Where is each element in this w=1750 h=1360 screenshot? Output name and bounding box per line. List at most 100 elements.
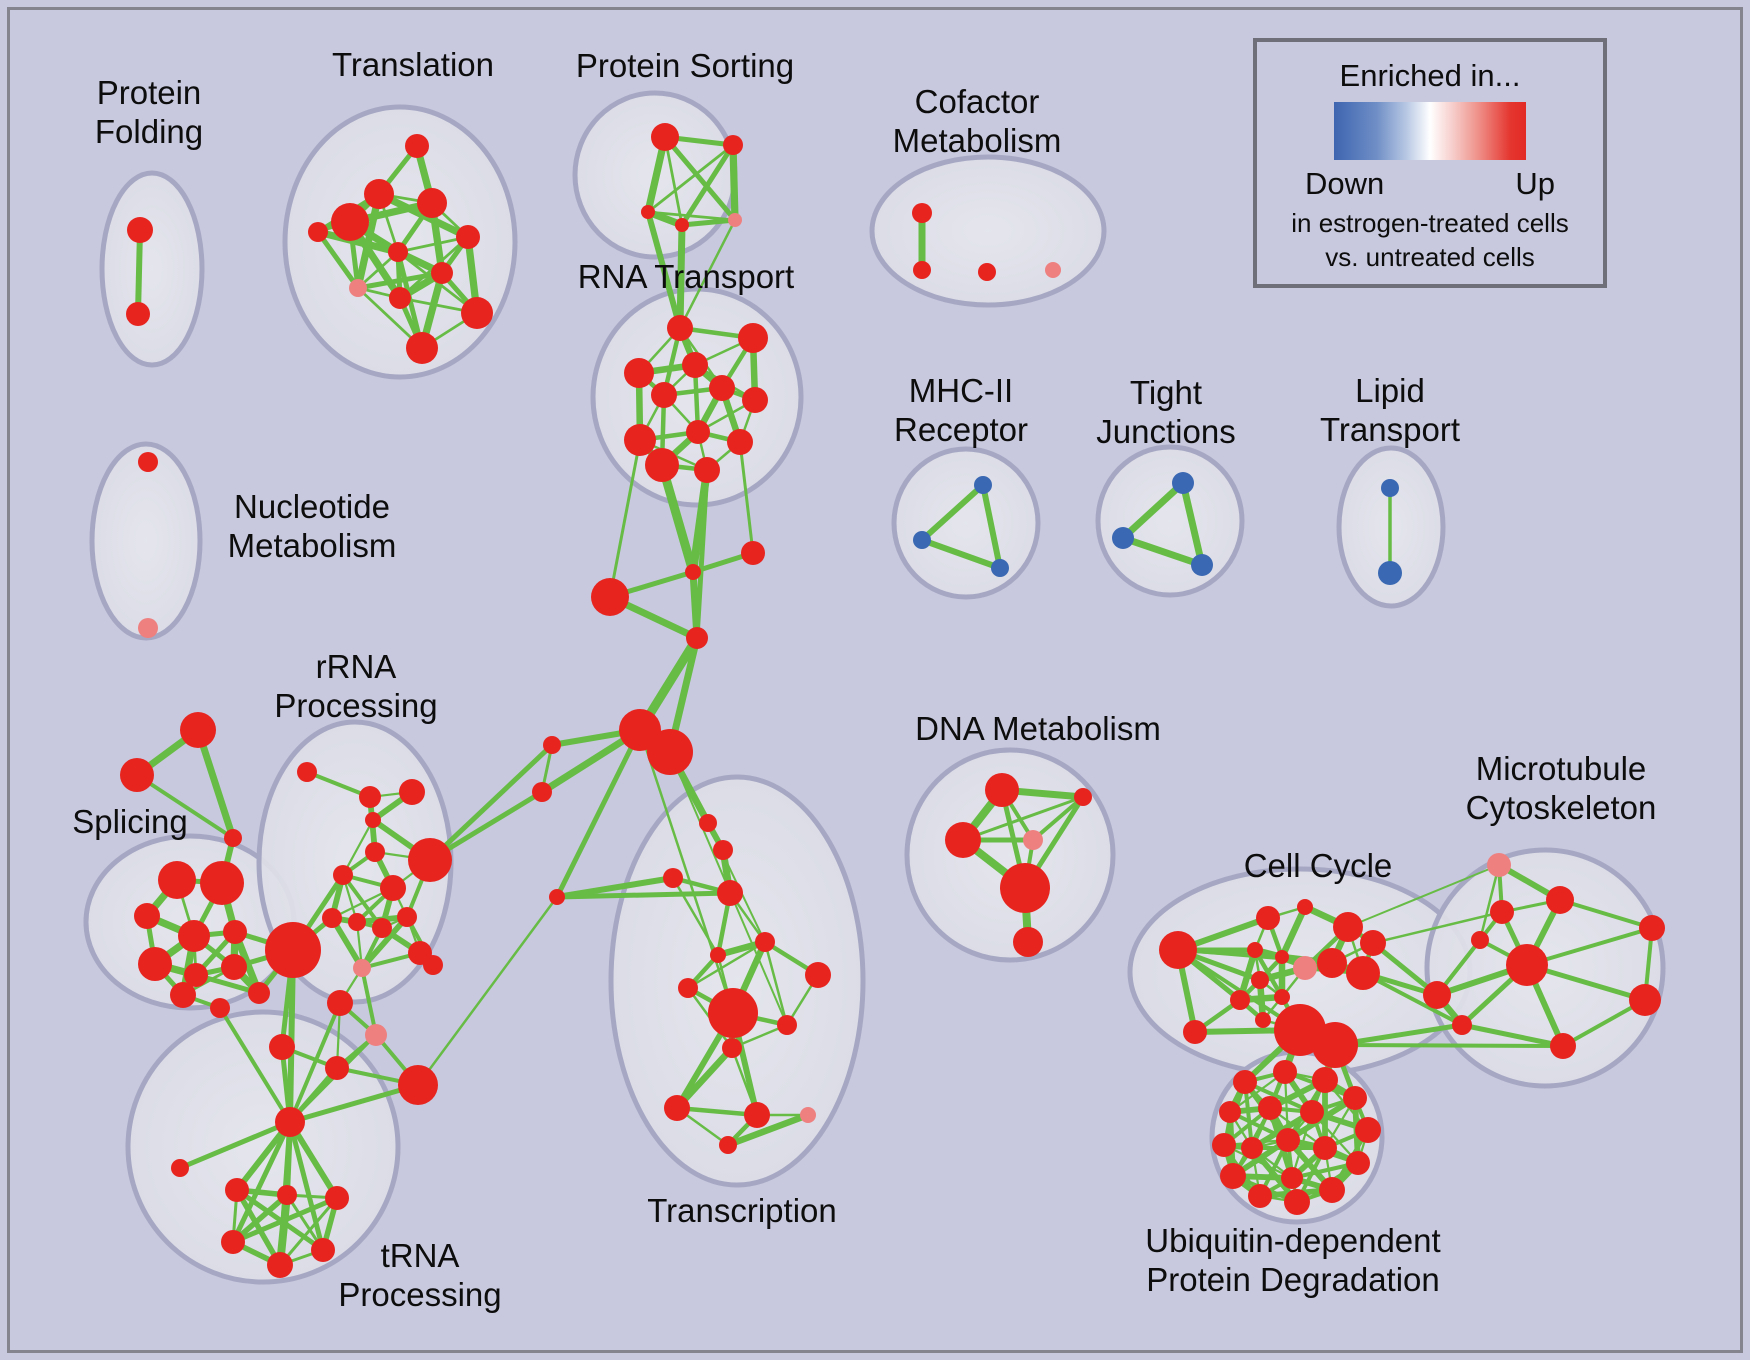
node-rr14 bbox=[423, 955, 443, 975]
label-rna-transport: RNA Transport bbox=[578, 258, 794, 295]
node-layer bbox=[120, 123, 1665, 1278]
node-lp1 bbox=[1378, 561, 1402, 585]
edge bbox=[314, 228, 402, 256]
node-tg2 bbox=[325, 1186, 349, 1210]
node-rr15 bbox=[327, 990, 353, 1016]
node-rr7 bbox=[380, 875, 406, 901]
node-tra7 bbox=[349, 279, 367, 297]
node-s4 bbox=[223, 920, 247, 944]
node-t11 bbox=[800, 1107, 816, 1123]
node-tra1 bbox=[364, 179, 394, 209]
node-t6 bbox=[708, 988, 758, 1038]
label-nucleotide-metabolism: Nucleotide bbox=[234, 488, 390, 525]
edge bbox=[288, 1001, 342, 1124]
node-ub0 bbox=[1233, 1070, 1257, 1094]
edge bbox=[738, 440, 755, 555]
node-ub1 bbox=[1273, 1060, 1297, 1084]
edge bbox=[416, 895, 559, 1087]
edge bbox=[1435, 910, 1504, 997]
node-rr6 bbox=[333, 865, 353, 885]
node-rr8 bbox=[322, 908, 342, 928]
edge bbox=[678, 218, 737, 330]
node-rr17 bbox=[398, 1065, 438, 1105]
label-nucleotide-metabolism: Metabolism bbox=[228, 527, 397, 564]
edge bbox=[341, 818, 375, 877]
node-tj2 bbox=[1191, 554, 1213, 576]
node-rt7 bbox=[742, 387, 768, 413]
node-mh0 bbox=[974, 476, 992, 494]
label-lipid-transport: Lipid bbox=[1355, 372, 1425, 409]
node-rr3 bbox=[365, 812, 381, 828]
edge bbox=[1031, 795, 1085, 842]
edge bbox=[230, 1195, 340, 1245]
ellipse-translation bbox=[282, 104, 518, 380]
edge bbox=[646, 143, 735, 214]
node-d2 bbox=[945, 822, 981, 858]
label-translation: Translation bbox=[332, 46, 494, 83]
node-ub16 bbox=[1241, 1137, 1263, 1159]
node-t4 bbox=[678, 978, 698, 998]
edge bbox=[763, 940, 789, 1027]
node-rr0 bbox=[297, 762, 317, 782]
node-rt4 bbox=[651, 382, 677, 408]
edge bbox=[359, 914, 410, 971]
node-tra10 bbox=[461, 297, 493, 329]
node-s10 bbox=[248, 982, 270, 1004]
label-mhc-ii-receptor: MHC-II bbox=[909, 372, 1013, 409]
edge bbox=[724, 1111, 812, 1149]
node-s5 bbox=[138, 947, 172, 981]
ellipse-tight-junctions bbox=[1095, 444, 1245, 598]
node-b1 bbox=[543, 736, 561, 754]
label-trna-processing: tRNA bbox=[381, 1237, 460, 1274]
node-ps3 bbox=[675, 218, 689, 232]
node-t3 bbox=[710, 947, 726, 963]
node-tri2 bbox=[224, 829, 242, 847]
node-ub7 bbox=[1284, 1189, 1310, 1215]
node-tra8 bbox=[389, 287, 411, 309]
node-c4 bbox=[686, 627, 708, 649]
edge bbox=[234, 1187, 283, 1268]
node-t10 bbox=[744, 1102, 770, 1128]
node-c2 bbox=[591, 578, 629, 616]
node-cc4 bbox=[1360, 930, 1386, 956]
node-ps4 bbox=[728, 213, 742, 227]
label-rrna-processing: Processing bbox=[274, 687, 437, 724]
node-cc12 bbox=[1230, 990, 1250, 1010]
edge bbox=[1371, 910, 1504, 945]
edge bbox=[1558, 898, 1654, 930]
node-tg1 bbox=[277, 1185, 297, 1205]
label-microtubule-cytoskeleton: Microtubule bbox=[1476, 750, 1647, 787]
node-ub2 bbox=[1312, 1067, 1338, 1093]
node-rt9 bbox=[645, 448, 679, 482]
node-pf1 bbox=[126, 302, 150, 326]
edge bbox=[679, 142, 736, 228]
node-rt6 bbox=[709, 375, 735, 401]
node-tg0 bbox=[225, 1178, 249, 1202]
ellipse-nucleotide-metabolism bbox=[89, 441, 203, 641]
node-cf2 bbox=[978, 263, 996, 281]
node-s3 bbox=[178, 920, 210, 952]
node-cc11 bbox=[1274, 989, 1290, 1005]
node-cc13 bbox=[1255, 1012, 1271, 1028]
node-cf3 bbox=[1045, 262, 1061, 278]
edge bbox=[686, 940, 767, 990]
edge bbox=[1243, 1080, 1314, 1114]
node-s6 bbox=[184, 963, 208, 987]
edge bbox=[554, 727, 643, 900]
node-mh1 bbox=[913, 531, 931, 549]
node-cc6 bbox=[1275, 950, 1289, 964]
edge bbox=[663, 135, 684, 227]
node-tg4 bbox=[267, 1252, 293, 1278]
node-rr2 bbox=[399, 779, 425, 805]
edge bbox=[919, 482, 986, 543]
node-tra5 bbox=[388, 242, 408, 262]
node-cf1 bbox=[913, 261, 931, 279]
edge bbox=[679, 217, 738, 228]
node-h2 bbox=[647, 729, 693, 775]
node-rr12 bbox=[353, 959, 371, 977]
node-ub10 bbox=[1212, 1133, 1236, 1157]
node-m3 bbox=[1506, 944, 1548, 986]
edge bbox=[287, 947, 296, 1125]
